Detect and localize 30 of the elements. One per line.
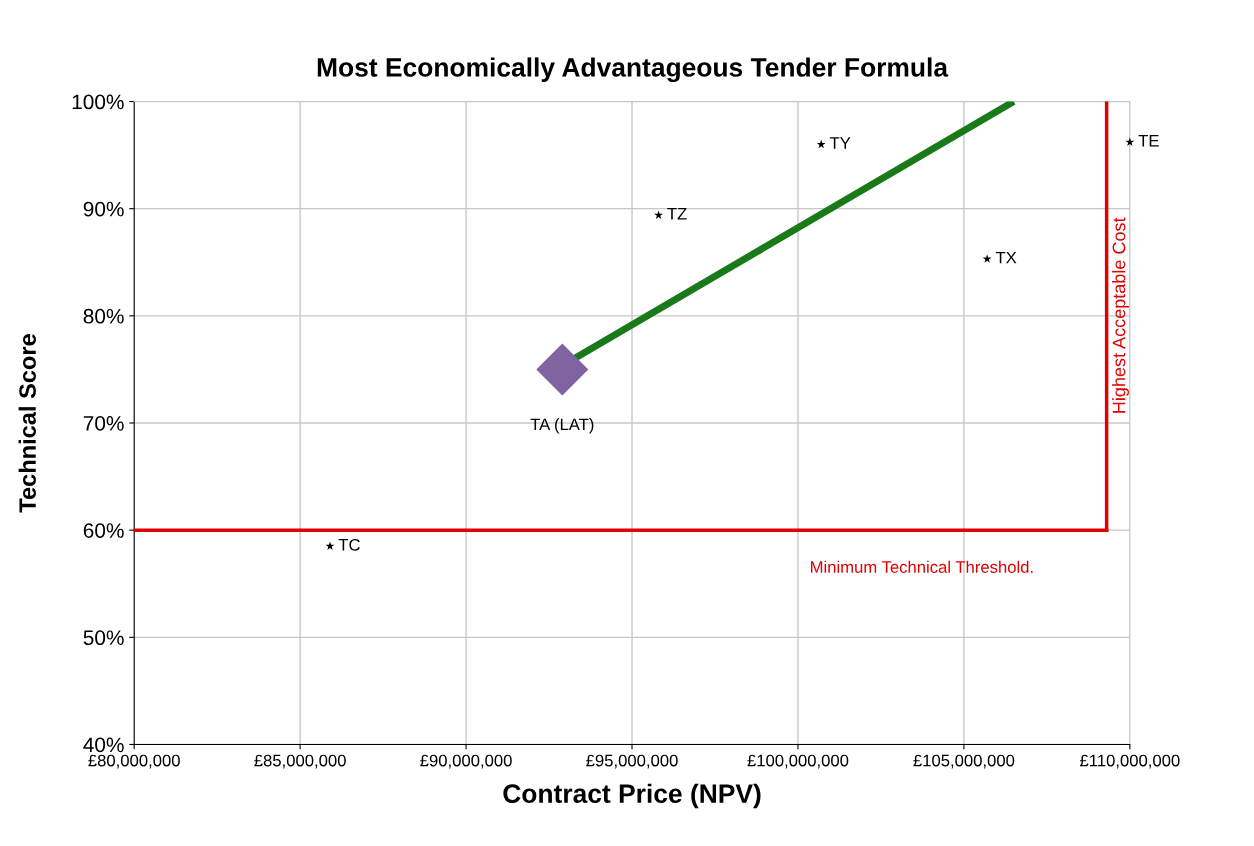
- y-axis-title: Technical Score: [18, 334, 36, 513]
- y-tick-label: 100%: [72, 94, 124, 110]
- x-axis-title: Contract Price (NPV): [503, 783, 761, 809]
- point: [816, 139, 826, 149]
- x-tick-label: £85,000,000: [254, 754, 346, 769]
- y-tick-label: 80%: [83, 308, 124, 324]
- point: [982, 254, 992, 263]
- point: [325, 541, 335, 550]
- series-label: TA (LAT): [530, 418, 594, 434]
- point: [654, 210, 663, 219]
- data-label: TY: [829, 137, 851, 149]
- y-tick-label: 60%: [83, 523, 124, 538]
- ref-line-label: Minimum Technical Threshold.: [810, 560, 1033, 573]
- x-tick-label: £100,000,000: [747, 754, 849, 769]
- y-tick-label: 40%: [83, 737, 124, 753]
- point: [536, 343, 589, 396]
- x-tick-label: £95,000,000: [586, 754, 678, 769]
- x-tick-label: £90,000,000: [420, 754, 512, 769]
- ref-line-label: Highest Acceptable Cost: [1112, 217, 1129, 413]
- x-tick-label: £105,000,000: [913, 754, 1015, 769]
- y-tick-label: 90%: [83, 201, 124, 217]
- data-label: TX: [995, 251, 1017, 264]
- x-tick-label: £80,000,000: [88, 754, 180, 769]
- x-tick-label: £110,000,000: [1079, 754, 1180, 769]
- y-tick-label: 70%: [83, 416, 124, 431]
- data-label: TZ: [667, 207, 687, 220]
- chart-title: Most Economically Advantageous Tender Formula: [317, 57, 949, 83]
- data-label: TC: [338, 538, 360, 551]
- y-tick-label: 50%: [83, 630, 124, 646]
- data-label: TE: [1138, 135, 1159, 147]
